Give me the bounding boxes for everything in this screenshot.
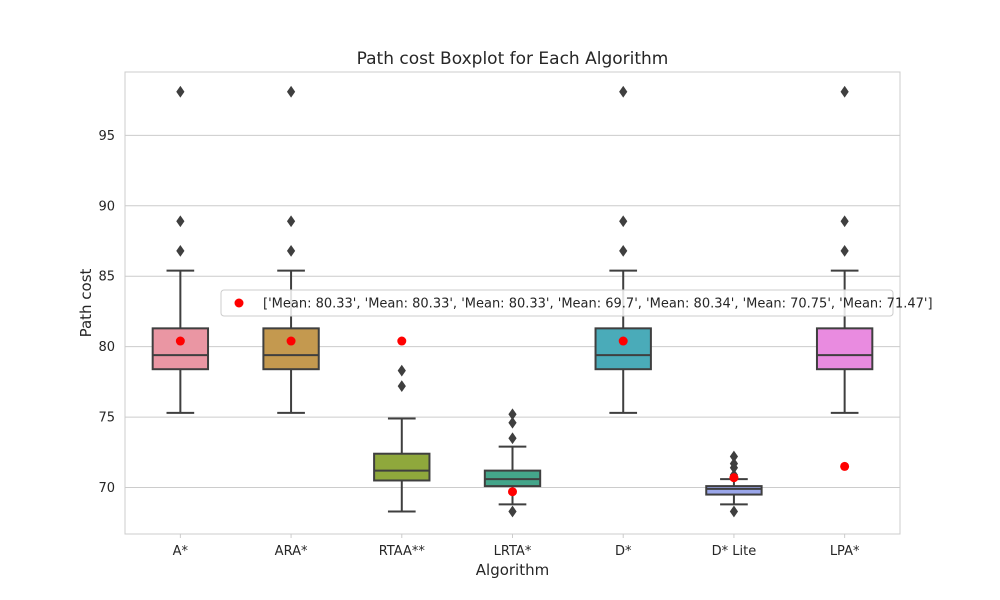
x-tick-label: RTAA** bbox=[379, 544, 426, 559]
outlier-point bbox=[840, 85, 849, 98]
mean-marker bbox=[397, 336, 407, 346]
legend: ['Mean: 80.33', 'Mean: 80.33', 'Mean: 80… bbox=[220, 289, 933, 317]
outlier-point bbox=[286, 215, 296, 228]
box-iqr bbox=[151, 327, 210, 371]
y-tick-label: 80 bbox=[98, 340, 115, 355]
outlier-point bbox=[729, 505, 739, 518]
y-tick-label: 70 bbox=[98, 481, 115, 496]
mean-marker bbox=[618, 336, 628, 346]
chart-title: Path cost Boxplot for Each Algorithm bbox=[357, 49, 669, 69]
x-tick-label: A* bbox=[173, 544, 189, 559]
outlier-point bbox=[176, 245, 185, 257]
box-iqr bbox=[262, 327, 320, 371]
outlier-point bbox=[397, 364, 406, 377]
outlier-point bbox=[840, 215, 849, 228]
box-group bbox=[705, 450, 763, 518]
x-tick-labels: A* ARA* RTAA** LRTA* D* D* Lite LPA* bbox=[173, 534, 860, 559]
legend-mean-marker bbox=[234, 298, 244, 308]
outlier-point bbox=[619, 85, 628, 98]
outlier-point bbox=[619, 245, 628, 257]
outlier-point bbox=[508, 408, 517, 421]
box-iqr bbox=[705, 485, 763, 496]
box-group bbox=[373, 336, 431, 513]
x-tick-label: LRTA* bbox=[494, 544, 532, 559]
x-tick-label: D* Lite bbox=[712, 544, 757, 559]
x-tick-label: LPA* bbox=[830, 544, 860, 559]
box-group bbox=[483, 408, 542, 518]
box-iqr bbox=[594, 327, 652, 371]
outlier-point bbox=[176, 85, 185, 98]
box-iqr bbox=[815, 327, 874, 371]
box-iqr bbox=[373, 452, 431, 482]
mean-marker bbox=[840, 461, 850, 471]
mean-marker bbox=[729, 473, 739, 483]
x-axis-label: Algorithm bbox=[476, 561, 549, 579]
outlier-point bbox=[840, 245, 849, 257]
x-tick-label: D* bbox=[615, 544, 632, 559]
outlier-point bbox=[729, 457, 739, 470]
box-group bbox=[815, 85, 874, 471]
y-axis-label: Path cost bbox=[77, 268, 95, 337]
outlier-point bbox=[729, 450, 739, 463]
boxes bbox=[151, 85, 874, 518]
outlier-point bbox=[508, 505, 517, 518]
mean-marker bbox=[508, 487, 517, 497]
legend-label: ['Mean: 80.33', 'Mean: 80.33', 'Mean: 80… bbox=[263, 297, 933, 312]
y-tick-label: 85 bbox=[98, 270, 115, 285]
outlier-point bbox=[508, 416, 517, 429]
outlier-point bbox=[619, 215, 628, 228]
outlier-point bbox=[286, 245, 296, 257]
y-tick-labels: 70 75 80 85 90 95 bbox=[98, 129, 115, 496]
y-tick-label: 75 bbox=[98, 411, 115, 426]
mean-marker bbox=[286, 336, 296, 346]
outlier-point bbox=[176, 215, 185, 228]
y-tick-label: 90 bbox=[98, 199, 115, 214]
box-group bbox=[594, 85, 652, 414]
x-tick-label: ARA* bbox=[275, 544, 308, 559]
outlier-point bbox=[286, 85, 296, 98]
outlier-point bbox=[508, 432, 517, 445]
mean-marker bbox=[175, 336, 185, 346]
y-tick-label: 95 bbox=[98, 129, 115, 144]
box-group bbox=[151, 85, 210, 414]
outlier-point bbox=[397, 380, 406, 392]
grid-lines bbox=[125, 134, 900, 489]
legend-box bbox=[220, 289, 894, 317]
